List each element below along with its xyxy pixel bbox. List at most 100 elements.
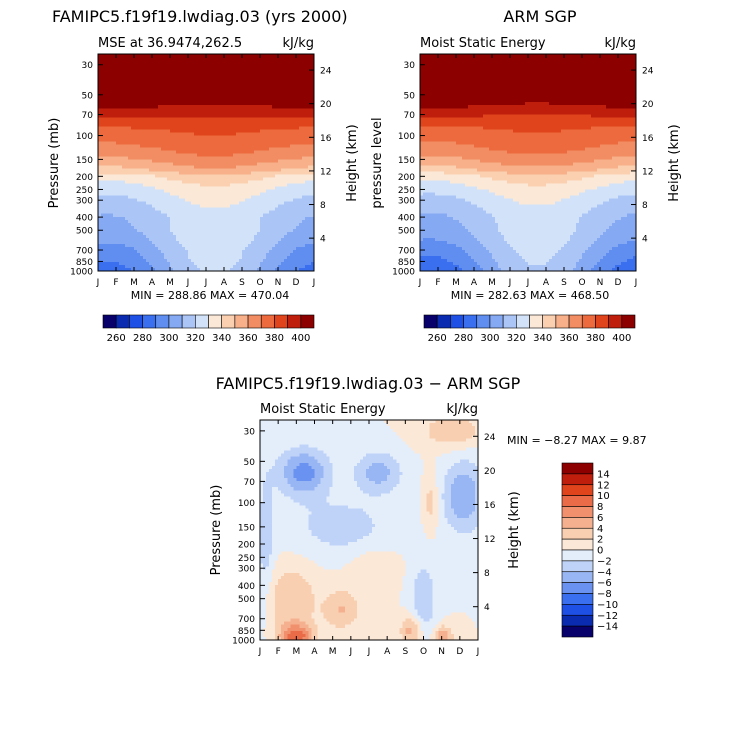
heatmap-cell	[221, 174, 225, 179]
heatmap-cell	[131, 102, 135, 106]
heatmap-cell	[308, 216, 312, 221]
heatmap-cell	[281, 171, 285, 176]
heatmap-cell	[215, 246, 219, 251]
heatmap-cell	[215, 225, 219, 230]
heatmap-cell	[260, 126, 264, 130]
heatmap-cell	[152, 207, 156, 212]
heatmap-cell	[104, 135, 108, 139]
heatmap-cell	[146, 225, 150, 230]
heatmap-cell	[155, 234, 159, 239]
heatmap-cell	[209, 135, 213, 139]
heatmap-cell	[206, 93, 210, 97]
heatmap-cell	[137, 84, 141, 88]
heatmap-cell	[182, 129, 186, 133]
heatmap-cell	[140, 69, 144, 73]
heatmap-cell	[218, 246, 222, 251]
heatmap-cell	[164, 69, 168, 73]
heatmap-cell	[212, 147, 216, 152]
heatmap-cell	[236, 153, 240, 158]
heatmap-cell	[158, 81, 162, 85]
heatmap-cell	[224, 153, 228, 158]
heatmap-cell	[275, 87, 279, 91]
heatmap-cell	[239, 195, 243, 200]
heatmap-cell	[176, 90, 180, 94]
heatmap-cell	[182, 198, 186, 203]
heatmap-cell	[311, 204, 315, 209]
heatmap-cell	[278, 105, 282, 109]
heatmap-cell	[257, 147, 261, 152]
heatmap-cell	[224, 159, 228, 164]
heatmap-cell	[188, 201, 192, 206]
heatmap-cell	[233, 117, 237, 121]
heatmap-cell	[167, 255, 171, 260]
heatmap-cell	[212, 66, 216, 70]
heatmap-cell	[143, 75, 147, 79]
heatmap-cell	[98, 105, 102, 109]
heatmap-cell	[167, 105, 171, 109]
heatmap-cell	[245, 75, 249, 79]
heatmap-cell	[143, 102, 147, 106]
heatmap-cell	[179, 96, 183, 100]
heatmap-cell	[155, 198, 159, 203]
heatmap-cell	[272, 192, 276, 197]
heatmap-cell	[251, 81, 255, 85]
heatmap-cell	[170, 57, 174, 61]
heatmap-cell	[128, 201, 132, 206]
heatmap-cell	[293, 129, 297, 133]
heatmap-cell	[266, 225, 270, 230]
heatmap-cell	[236, 114, 240, 118]
heatmap-cell	[215, 135, 219, 139]
heatmap-cell	[215, 207, 219, 212]
heatmap-cell	[302, 144, 306, 149]
heatmap-cell	[149, 165, 153, 170]
heatmap-cell	[206, 105, 210, 109]
heatmap-cell	[305, 99, 309, 103]
heatmap-cell	[233, 210, 237, 215]
heatmap-cell	[101, 258, 105, 263]
heatmap-cell	[107, 162, 111, 167]
heatmap-cell	[272, 183, 276, 188]
heatmap-cell	[254, 252, 258, 257]
heatmap-cell	[260, 183, 264, 188]
heatmap-cell	[185, 165, 189, 170]
heatmap-cell	[230, 60, 234, 64]
heatmap-cell	[257, 219, 261, 224]
heatmap-cell	[308, 63, 312, 67]
heatmap-cell	[191, 255, 195, 260]
heatmap-cell	[134, 144, 138, 149]
heatmap-cell	[209, 144, 213, 149]
heatmap-cell	[191, 180, 195, 185]
heatmap-cell	[230, 84, 234, 88]
heatmap-cell	[215, 252, 219, 257]
heatmap-cell	[278, 156, 282, 161]
heatmap-cell	[170, 114, 174, 118]
heatmap-cell	[227, 156, 231, 161]
heatmap-cell	[143, 216, 147, 221]
heatmap-cell	[266, 66, 270, 70]
heatmap-cell	[236, 63, 240, 67]
heatmap-cell	[116, 222, 120, 227]
heatmap-cell	[173, 213, 177, 218]
heatmap-cell	[197, 111, 201, 115]
heatmap-cell	[164, 63, 168, 67]
heatmap-cell	[140, 120, 144, 124]
heatmap-cell	[221, 168, 225, 173]
heatmap-cell	[98, 132, 102, 136]
heatmap-cell	[188, 141, 192, 146]
heatmap-cell	[134, 213, 138, 218]
heatmap-cell	[182, 108, 186, 112]
heatmap-cell	[302, 87, 306, 91]
heatmap-cell	[197, 57, 201, 61]
heatmap-cell	[212, 126, 216, 130]
heatmap-cell	[311, 255, 315, 260]
heatmap-cell	[260, 186, 264, 191]
heatmap-cell	[293, 135, 297, 139]
heatmap-cell	[230, 135, 234, 139]
heatmap-cell	[254, 237, 258, 242]
heatmap-cell	[281, 255, 285, 260]
heatmap-cell	[278, 225, 282, 230]
heatmap-cell	[212, 159, 216, 164]
heatmap-cell	[308, 255, 312, 260]
heatmap-cell	[119, 138, 123, 142]
heatmap-cell	[119, 90, 123, 94]
